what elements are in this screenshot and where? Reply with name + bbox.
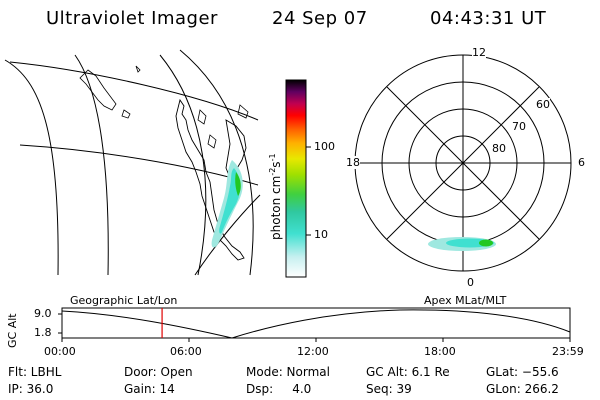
status-door: Door: Open <box>124 365 193 379</box>
status-seq: Seq: 39 <box>366 382 412 396</box>
timeline-xtick-1200: 12:00 <box>297 345 329 358</box>
timeline-ytick-low: 1.8 <box>34 326 52 339</box>
status-dsp: Dsp: 4.0 <box>246 382 312 396</box>
timeline-right-title: Apex MLat/MLT <box>424 294 507 307</box>
colorbar-tick-10: 10 <box>314 228 328 241</box>
colorbar <box>285 79 311 278</box>
status-gc-alt: GC Alt: 6.1 Re <box>366 365 450 379</box>
header-time: 04:43:31 UT <box>430 8 547 29</box>
polar-aurora-emission <box>428 237 496 251</box>
mlt-label-12: 12 <box>472 46 486 59</box>
timeline-xtick-0600: 06:00 <box>170 345 202 358</box>
polar-mlt-plot <box>354 54 572 272</box>
timeline-ytick-high: 9.0 <box>34 307 52 320</box>
timeline-xtick-1800: 18:00 <box>424 345 456 358</box>
timeline-y-axis-label: GC Alt <box>6 313 19 348</box>
map-aurora-emission <box>211 160 243 248</box>
status-glat: GLat: −55.6 <box>486 365 559 379</box>
geographic-map <box>4 49 261 276</box>
status-flt: Flt: LBHL <box>8 365 62 379</box>
header-date: 24 Sep 07 <box>272 8 368 29</box>
mlat-label-80: 80 <box>492 142 506 155</box>
mlt-label-6: 6 <box>578 156 585 169</box>
status-mode: Mode: Normal <box>246 365 330 379</box>
timeline-xtick-2359: 23:59 <box>552 345 584 358</box>
status-gain: Gain: 14 <box>124 382 175 396</box>
status-glon: GLon: 266.2 <box>486 382 559 396</box>
mlat-label-70: 70 <box>512 120 526 133</box>
mlt-label-18: 18 <box>346 156 360 169</box>
colorbar-tick-100: 100 <box>314 140 335 153</box>
mlt-label-0: 0 <box>467 276 474 289</box>
timeline-left-title: Geographic Lat/Lon <box>70 294 178 307</box>
mlat-label-60: 60 <box>536 98 550 111</box>
timeline-xtick-0000: 00:00 <box>44 345 76 358</box>
timeline-panel <box>58 307 571 342</box>
colorbar-unit-label: photon cm-2s-1 <box>268 153 283 240</box>
status-ip: IP: 36.0 <box>8 382 54 396</box>
instrument-title: Ultraviolet Imager <box>46 8 218 29</box>
